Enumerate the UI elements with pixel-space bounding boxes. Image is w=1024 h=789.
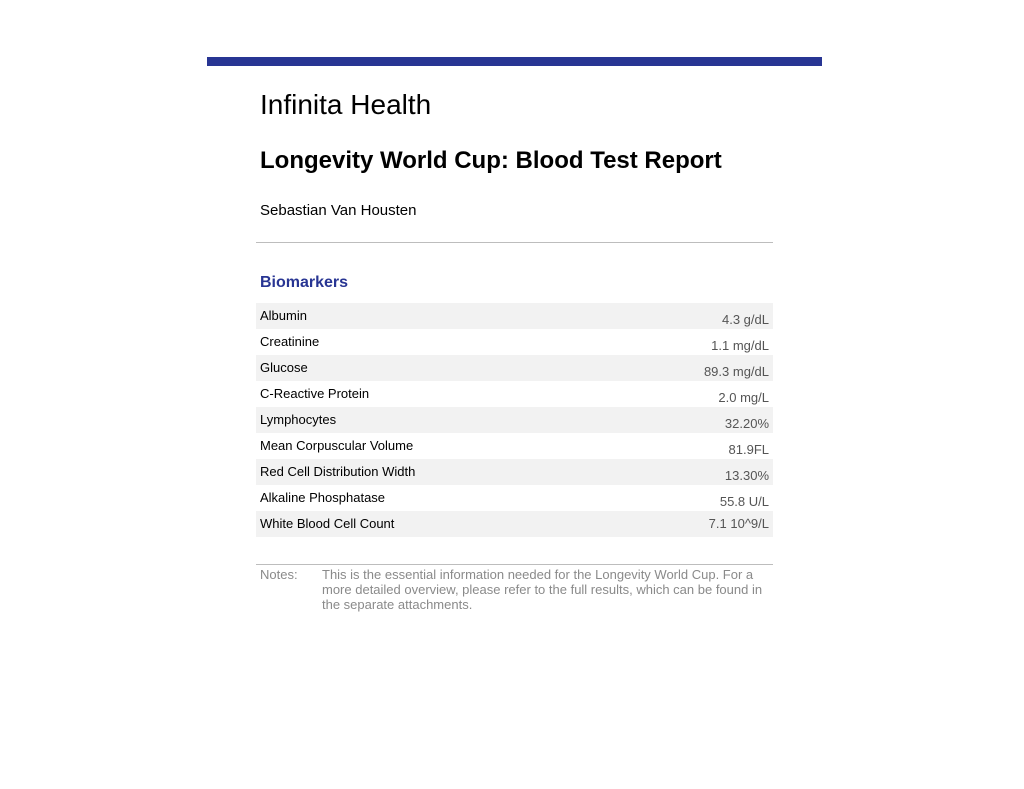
biomarker-name: Lymphocytes: [260, 412, 337, 427]
biomarker-value: 81.9FL: [728, 442, 769, 457]
biomarker-value: 1.1 mg/dL: [711, 338, 769, 353]
biomarker-name: Red Cell Distribution Width: [260, 464, 416, 479]
biomarker-value: 7.1 10^9/L: [708, 516, 769, 531]
table-row: Mean Corpuscular Volume 81.9FL: [256, 433, 773, 459]
table-row: Alkaline Phosphatase 55.8 U/L: [256, 485, 773, 511]
biomarker-value: 32.20%: [724, 416, 769, 431]
notes-label: Notes:: [260, 567, 298, 582]
organization-name: Infinita Health: [260, 89, 432, 120]
notes-divider: [256, 564, 773, 565]
table-row: Albumin 4.3 g/dL: [256, 303, 773, 329]
table-row: White Blood Cell Count 7.1 10^9/L: [256, 511, 773, 537]
biomarker-value: 13.30%: [724, 468, 769, 483]
header-divider: [256, 242, 773, 243]
table-row: Red Cell Distribution Width 13.30%: [256, 459, 773, 485]
biomarker-name: Creatinine: [260, 334, 320, 349]
biomarker-name: Albumin: [260, 308, 307, 323]
biomarker-value: 89.3 mg/dL: [703, 364, 769, 379]
table-row: Glucose 89.3 mg/dL: [256, 355, 773, 381]
biomarker-name: Glucose: [260, 360, 308, 375]
biomarker-name: Alkaline Phosphatase: [260, 490, 386, 505]
table-row: Lymphocytes 32.20%: [256, 407, 773, 433]
report-title: Longevity World Cup: Blood Test Report: [260, 147, 722, 174]
patient-name: Sebastian Van Housten: [260, 202, 417, 219]
biomarker-value: 55.8 U/L: [719, 494, 769, 509]
biomarker-name: Mean Corpuscular Volume: [260, 438, 414, 453]
biomarker-value: 2.0 mg/L: [718, 390, 769, 405]
table-row: C-Reactive Protein 2.0 mg/L: [256, 381, 773, 407]
notes-text: This is the essential information needed…: [322, 567, 763, 612]
table-row: Creatinine 1.1 mg/dL: [256, 329, 773, 355]
biomarkers-heading: Biomarkers: [260, 274, 349, 291]
biomarker-name: White Blood Cell Count: [260, 516, 395, 531]
biomarker-table: Albumin 4.3 g/dL Creatinine 1.1 mg/dL Gl…: [256, 303, 773, 537]
biomarker-value: 4.3 g/dL: [722, 312, 769, 327]
biomarker-name: C-Reactive Protein: [260, 386, 370, 401]
header-accent-bar: [207, 57, 822, 66]
